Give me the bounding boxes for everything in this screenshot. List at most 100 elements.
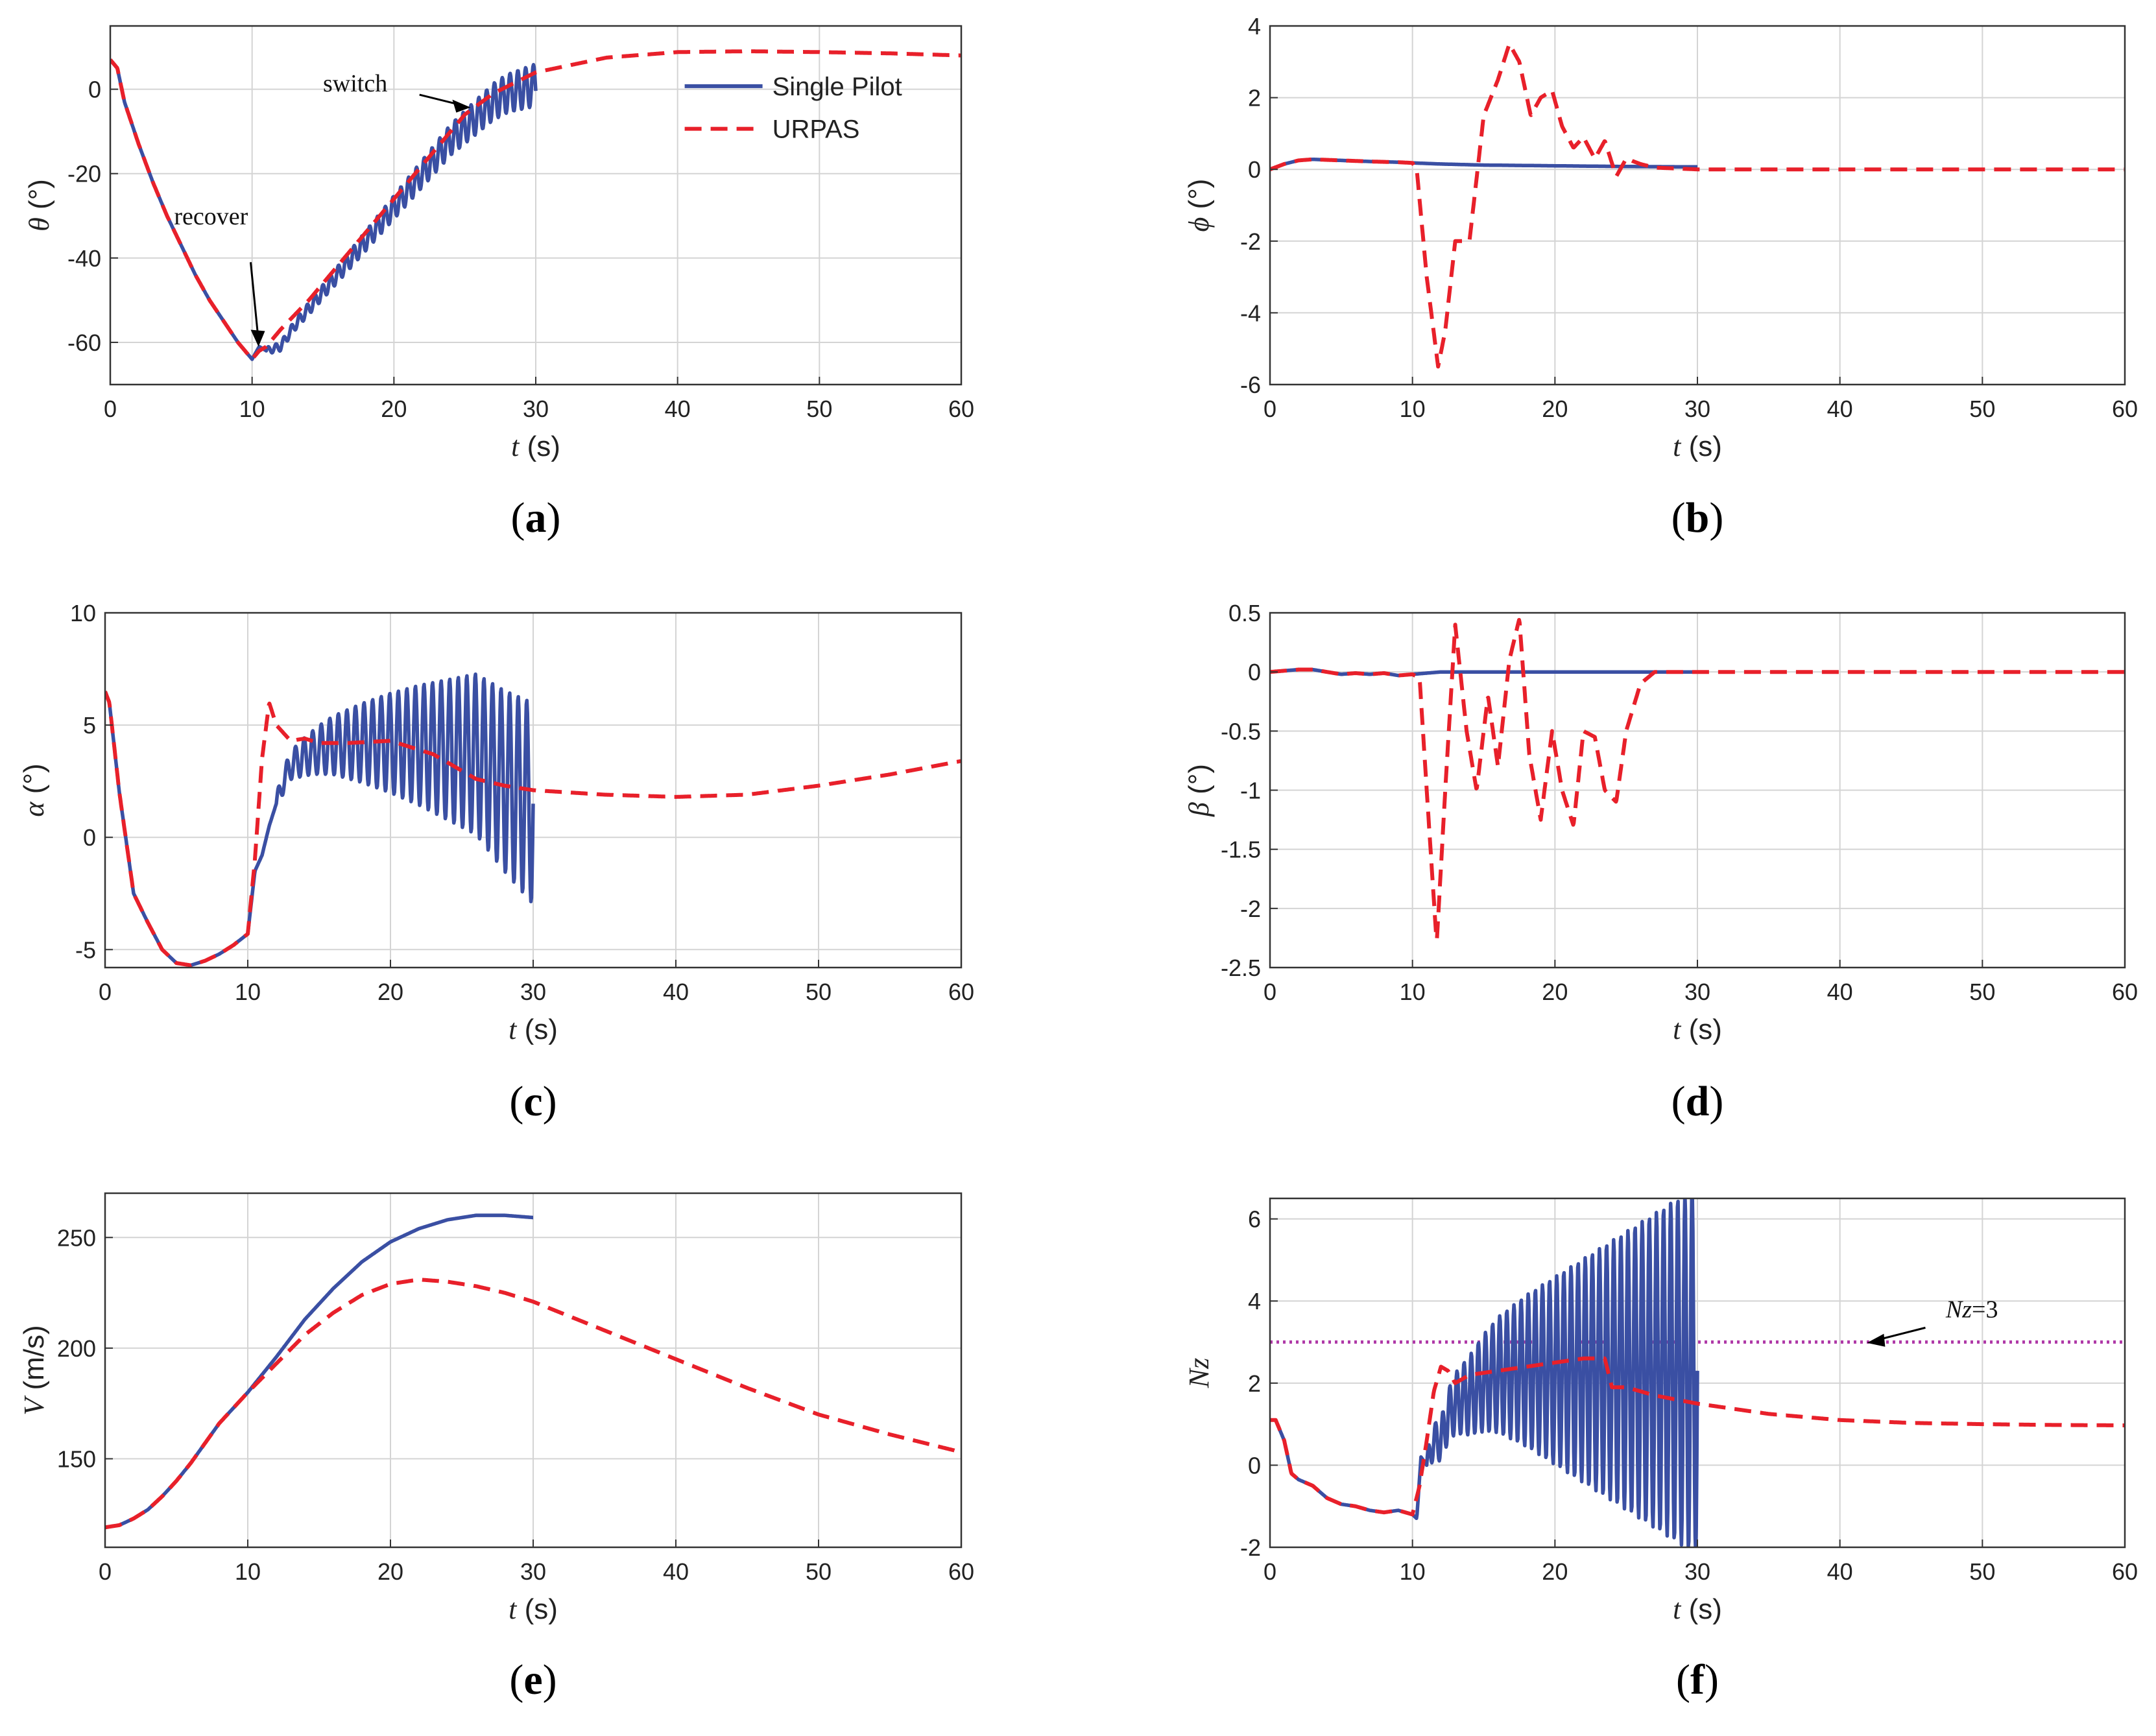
x-tick-label: 40 <box>1827 1558 1853 1585</box>
arrow-head <box>250 329 265 347</box>
x-tick-label: 50 <box>806 979 832 1005</box>
y-tick-label: -40 <box>67 245 101 272</box>
x-tick-label: 20 <box>377 1558 403 1585</box>
x-axis-label: t (s) <box>1673 1593 1722 1625</box>
y-tick-label: 2 <box>1248 1370 1261 1397</box>
x-tick-label: 10 <box>1400 1558 1426 1585</box>
chart-panel-d: 0 10 20 30 40 50 60 -2.5 -2 -1.5 -1 -0.5 0 0.5 t (s) β … <box>1183 600 2138 1125</box>
annotation-arrow <box>249 262 259 335</box>
panel-caption: (e) <box>509 1656 557 1704</box>
series-single-pilot-line <box>1270 667 1699 678</box>
x-tick-label: 50 <box>1969 396 1995 422</box>
y-tick-label: -20 <box>67 161 101 187</box>
x-tick-label: 0 <box>104 396 117 422</box>
chart-panel-b: 0 10 20 30 40 50 60 -6 -4 -2 0 2 4 t (s) ϕ (°) (b) <box>1183 13 2138 541</box>
y-tick-label: -2 <box>1240 896 1261 922</box>
x-tick-label: 0 <box>99 1558 112 1585</box>
y-tick-label: 150 <box>57 1446 96 1473</box>
y-tick-label: 6 <box>1248 1206 1261 1233</box>
y-tick-label: -2 <box>1240 1534 1261 1561</box>
annotation-arrow <box>1876 1326 1926 1341</box>
x-tick-label: 10 <box>235 1558 261 1585</box>
x-tick-label: 0 <box>1264 979 1276 1005</box>
arrow-head <box>1867 1333 1886 1347</box>
legend-label-single-pilot: Single Pilot <box>773 73 902 101</box>
x-tick-label: 0 <box>1264 396 1276 422</box>
x-tick-label: 60 <box>948 979 974 1005</box>
series-urpas-line <box>110 49 961 361</box>
y-tick-label: 10 <box>70 600 96 626</box>
x-tick-label: 30 <box>520 979 546 1005</box>
y-tick-label: 5 <box>83 712 96 739</box>
y-tick-label: 0 <box>1248 659 1261 685</box>
x-tick-label: 40 <box>663 1558 689 1585</box>
legend-label-urpas: URPAS <box>773 115 860 144</box>
x-tick-label: 20 <box>1542 979 1568 1005</box>
y-tick-label: -4 <box>1240 300 1261 326</box>
x-tick-label: 10 <box>1400 396 1426 422</box>
x-tick-label: 10 <box>1400 979 1426 1005</box>
legend: Single Pilot URPAS <box>684 73 902 144</box>
x-tick-label: 60 <box>2112 979 2138 1005</box>
x-tick-label: 20 <box>381 396 407 422</box>
x-tick-label: 10 <box>235 979 261 1005</box>
chart-panel-a: 0 10 20 30 40 50 60 -60 -40 -20 0 t (s) θ (°) (a) reco… <box>23 25 974 541</box>
y-tick-label: -2 <box>1240 228 1261 255</box>
y-tick-label: -0.5 <box>1221 718 1261 744</box>
y-tick-label: 0 <box>83 824 96 851</box>
y-axis-label: θ (°) <box>23 179 55 232</box>
y-tick-label: -5 <box>75 936 96 963</box>
x-tick-label: 30 <box>1684 979 1710 1005</box>
x-tick-label: 40 <box>663 979 689 1005</box>
annotation-recover: recover <box>174 203 248 230</box>
series-urpas-line <box>1270 1356 2125 1517</box>
y-axis-label: V (m/s) <box>18 1325 50 1415</box>
chart-panel-e: 0 10 20 30 40 50 60 150 200 250 t (s) V (m/s) (e) <box>18 1192 974 1704</box>
y-tick-label: -6 <box>1240 372 1261 398</box>
series-single-pilot-line <box>1270 1198 1699 1547</box>
x-tick-label: 50 <box>806 396 832 422</box>
y-tick-label: 0.5 <box>1228 600 1261 626</box>
y-tick-label: 0 <box>1248 156 1261 183</box>
annotation-switch: switch <box>323 70 387 97</box>
arrow-head <box>452 99 471 113</box>
y-axis-label: Nz <box>1183 1358 1215 1388</box>
x-tick-label: 40 <box>665 396 691 422</box>
annotation-nz: Nz=3 <box>1945 1296 1998 1324</box>
x-axis-label: t (s) <box>1673 1014 1722 1045</box>
x-tick-label: 40 <box>1827 979 1853 1005</box>
x-tick-label: 30 <box>523 396 549 422</box>
x-axis-label: t (s) <box>509 1593 558 1625</box>
y-tick-label: -60 <box>67 329 101 356</box>
y-tick-label: -2.5 <box>1221 955 1261 981</box>
series-urpas-line <box>1270 42 2125 369</box>
x-tick-label: 50 <box>806 1558 832 1585</box>
y-tick-label: 0 <box>88 77 101 103</box>
x-tick-label: 60 <box>948 396 974 422</box>
x-tick-label: 20 <box>1542 1558 1568 1585</box>
y-tick-label: 250 <box>57 1224 96 1251</box>
panel-caption: (d) <box>1671 1078 1724 1125</box>
x-tick-label: 60 <box>2112 396 2138 422</box>
series-urpas-line <box>105 691 961 968</box>
y-tick-label: 2 <box>1248 85 1261 112</box>
x-tick-label: 50 <box>1969 1558 1995 1585</box>
x-tick-label: 30 <box>1684 396 1710 422</box>
series-urpas-line <box>1270 617 2125 942</box>
x-tick-label: 40 <box>1827 396 1853 422</box>
panel-caption: (b) <box>1671 494 1724 541</box>
series-single-pilot-line <box>110 58 538 361</box>
x-tick-label: 10 <box>239 396 265 422</box>
x-tick-label: 0 <box>99 979 112 1005</box>
y-tick-label: 4 <box>1248 13 1261 40</box>
x-axis-label: t (s) <box>511 431 560 462</box>
series-urpas-line <box>105 1278 961 1530</box>
x-tick-label: 30 <box>520 1558 546 1585</box>
series-single-pilot-line <box>1270 157 1699 171</box>
panel-caption: (f) <box>1676 1656 1719 1704</box>
y-axis-label: ϕ (°) <box>1183 179 1215 232</box>
y-tick-label: 200 <box>57 1335 96 1362</box>
x-axis-label: t (s) <box>1673 431 1722 462</box>
